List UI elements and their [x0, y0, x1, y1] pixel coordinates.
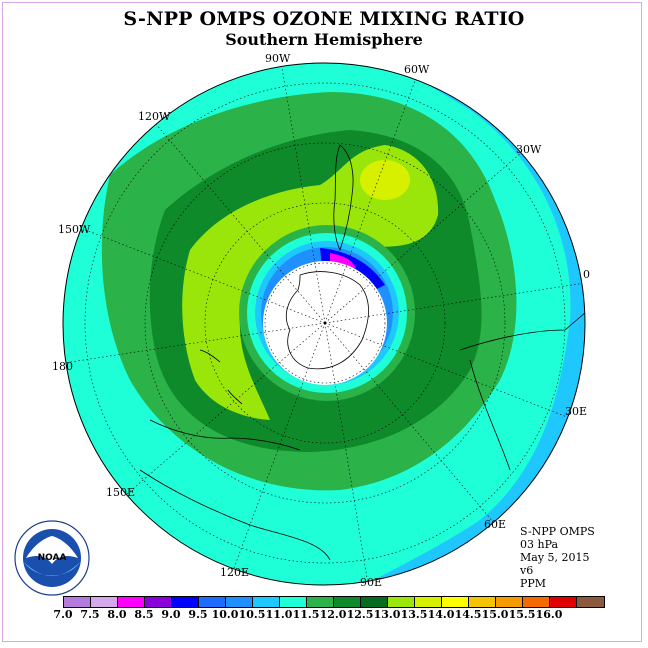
colorbar-tick-label: 16.0 [535, 608, 563, 621]
colorbar-swatch [577, 597, 604, 607]
colorbar-tick-label: 13.0 [373, 608, 401, 621]
colorbar-tick-label: 9.5 [188, 608, 208, 621]
colorbar-swatch [523, 597, 550, 607]
colorbar-swatch [64, 597, 91, 607]
colorbar-tick-label: 15.5 [508, 608, 536, 621]
colorbar-swatch [415, 597, 442, 607]
colorbar-swatch [199, 597, 226, 607]
colorbar-swatch [442, 597, 469, 607]
units-text: PPM [520, 577, 547, 590]
colorbar-swatch [334, 597, 361, 607]
lon-label-90w: 90W [265, 52, 291, 65]
lon-label-120w: 120W [138, 110, 171, 123]
colorbar-tick-label: 7.0 [53, 608, 73, 621]
pressure-level-text: 03 hPa [520, 538, 559, 551]
colorbar-tick-label: 13.5 [400, 608, 428, 621]
lon-label-0: 0 [583, 268, 590, 281]
colorbar-swatch [91, 597, 118, 607]
south-america-coastline [333, 144, 354, 252]
new-zealand-coastline [199, 349, 243, 405]
chart-title: S-NPP OMPS OZONE MIXING RATIO [123, 8, 525, 30]
colorbar-tick-label: 8.5 [134, 608, 154, 621]
colorbar-tick-label: 10.0 [211, 608, 239, 621]
colorbar-swatch [388, 597, 415, 607]
colorbar-swatch [469, 597, 496, 607]
date-text: May 5, 2015 [520, 551, 590, 564]
lon-label-90e: 90E [360, 576, 383, 589]
colorbar-tick-label: 14.0 [427, 608, 455, 621]
south-pole-dot [323, 321, 327, 325]
colorbar-swatch [361, 597, 388, 607]
metadata-block: S-NPP OMPS 03 hPa May 5, 2015 v6 PPM [520, 525, 595, 590]
colorbar-swatch [172, 597, 199, 607]
colorbar-swatch [253, 597, 280, 607]
colorbar-tick-label: 12.5 [346, 608, 374, 621]
colorbar-swatch [145, 597, 172, 607]
australia-coastline [139, 419, 331, 561]
lon-label-30e: 30E [565, 405, 588, 418]
colorbar-tick-label: 14.5 [454, 608, 482, 621]
colorbar-tick-label: 7.5 [80, 608, 100, 621]
lon-label-60w: 60W [404, 63, 430, 76]
noaa-logo: NOAA [14, 520, 90, 596]
colorbar-tick-label: 9.0 [161, 608, 181, 621]
lon-label-150e: 150E [106, 486, 136, 499]
colorbar-tick-label: 10.5 [238, 608, 266, 621]
colorbar-tick-label: 15.0 [481, 608, 509, 621]
colorbar-tick-label: 12.0 [319, 608, 347, 621]
colorbar-swatch [226, 597, 253, 607]
instrument-text: S-NPP OMPS [520, 525, 595, 538]
colorbar-swatch [118, 597, 145, 607]
graticule [63, 63, 585, 585]
chart-subtitle: Southern Hemisphere [225, 30, 423, 49]
colorbar-swatch [496, 597, 523, 607]
colorbar-swatch [550, 597, 577, 607]
lon-label-180: 180 [52, 360, 73, 373]
colorbar-tick-label: 8.0 [107, 608, 127, 621]
colorbar [63, 596, 605, 608]
colorbar-tick-label: 11.0 [265, 608, 293, 621]
lon-label-60e: 60E [484, 518, 507, 531]
logo-text: NOAA [38, 553, 67, 563]
africa-coastline [459, 299, 585, 471]
colorbar-tick-label: 11.5 [292, 608, 320, 621]
band-11-0-tongue [270, 110, 545, 545]
band-13-0 [360, 160, 410, 200]
lon-label-120e: 120E [220, 566, 250, 579]
colorbar-swatch [307, 597, 334, 607]
lon-label-150w: 150W [58, 223, 91, 236]
colorbar-swatch [280, 597, 307, 607]
figure-frame [2, 2, 642, 642]
map-boundary [62, 62, 586, 586]
version-text: v6 [520, 564, 534, 577]
lon-label-30w: 30W [516, 143, 542, 156]
